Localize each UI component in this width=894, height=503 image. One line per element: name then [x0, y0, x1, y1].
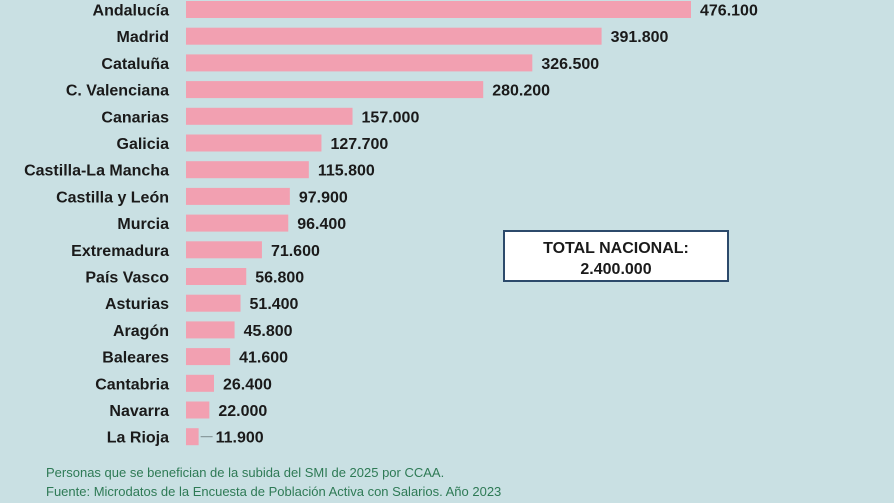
bar-7 [186, 187, 290, 205]
category-label-16: La Rioja [107, 430, 169, 447]
value-label-15: 22.000 [218, 403, 267, 420]
value-label-10: 56.800 [255, 270, 304, 287]
value-label-1: 391.800 [611, 29, 669, 46]
total-label: TOTAL NACIONAL: [543, 240, 689, 257]
value-label-4: 157.000 [362, 109, 420, 126]
category-label-12: Aragón [113, 323, 169, 340]
category-label-4: Canarias [101, 109, 169, 126]
value-label-2: 326.500 [541, 56, 599, 73]
value-label-14: 26.400 [223, 376, 272, 393]
bar-15 [186, 401, 210, 419]
category-label-11: Asturias [105, 296, 169, 313]
bar-9 [186, 241, 262, 259]
value-label-11: 51.400 [250, 296, 299, 313]
category-label-3: C. Valenciana [66, 83, 169, 100]
total-value: 2.400.000 [580, 261, 652, 278]
bar-16 [186, 428, 199, 446]
bar-10 [186, 268, 247, 285]
bar-13 [186, 348, 231, 366]
footer-source: Fuente: Microdatos de la Encuesta de Pob… [46, 484, 502, 499]
bar-3 [186, 81, 484, 99]
category-label-9: Extremadura [71, 243, 169, 260]
value-label-16: 11.900 [216, 430, 264, 447]
bar-6 [186, 161, 309, 179]
category-label-2: Cataluña [101, 56, 169, 73]
category-label-6: Castilla-La Mancha [24, 163, 169, 180]
bar-8 [186, 214, 289, 232]
value-label-9: 71.600 [271, 243, 320, 260]
value-label-3: 280.200 [492, 83, 550, 100]
bar-5 [186, 134, 322, 152]
bar-chart: Andalucía 476.100 Madrid 391.800 Cataluña 326… [24, 1, 758, 447]
value-label-13: 41.600 [239, 350, 288, 367]
category-label-14: Cantabria [95, 376, 169, 393]
category-label-5: Galicia [117, 136, 170, 153]
category-label-15: Navarra [109, 403, 169, 420]
bar-0 [186, 1, 691, 18]
value-label-5: 127.700 [330, 136, 388, 153]
category-label-10: País Vasco [85, 270, 169, 287]
value-label-8: 96.400 [297, 216, 346, 233]
value-label-12: 45.800 [244, 323, 293, 340]
category-label-8: Murcia [117, 216, 169, 233]
bar-4 [186, 107, 353, 125]
footer-description: Personas que se benefician de la subida … [46, 465, 445, 480]
bar-2 [186, 54, 533, 72]
category-label-0: Andalucía [93, 3, 170, 20]
chart-footer: Personas que se benefician de la subida … [46, 463, 501, 501]
bar-12 [186, 321, 235, 339]
category-label-7: Castilla y León [56, 189, 169, 206]
value-label-7: 97.900 [299, 189, 348, 206]
bar-1 [186, 27, 602, 45]
bar-14 [186, 374, 215, 392]
value-label-0: 476.100 [700, 3, 758, 20]
total-nacional-box: TOTAL NACIONAL: 2.400.000 [503, 230, 729, 282]
category-label-1: Madrid [117, 29, 169, 46]
bar-11 [186, 294, 241, 312]
value-label-6: 115.800 [318, 163, 375, 180]
category-label-13: Baleares [102, 350, 169, 367]
